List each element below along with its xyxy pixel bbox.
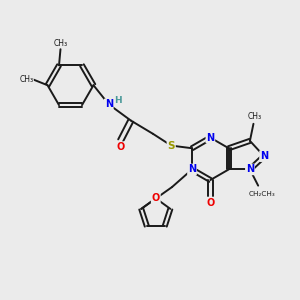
Text: N: N xyxy=(188,164,196,174)
Text: CH₃: CH₃ xyxy=(53,39,68,48)
Text: N: N xyxy=(246,164,254,174)
Text: O: O xyxy=(152,193,160,203)
Text: N: N xyxy=(206,133,214,142)
Text: CH₃: CH₃ xyxy=(19,75,33,84)
Text: O: O xyxy=(116,142,125,152)
Text: S: S xyxy=(167,141,175,151)
Text: O: O xyxy=(206,198,214,208)
Text: CH₃: CH₃ xyxy=(247,112,261,121)
Text: N: N xyxy=(105,99,113,110)
Text: N: N xyxy=(260,151,268,161)
Text: CH₂CH₃: CH₂CH₃ xyxy=(249,190,276,196)
Text: H: H xyxy=(114,96,122,105)
